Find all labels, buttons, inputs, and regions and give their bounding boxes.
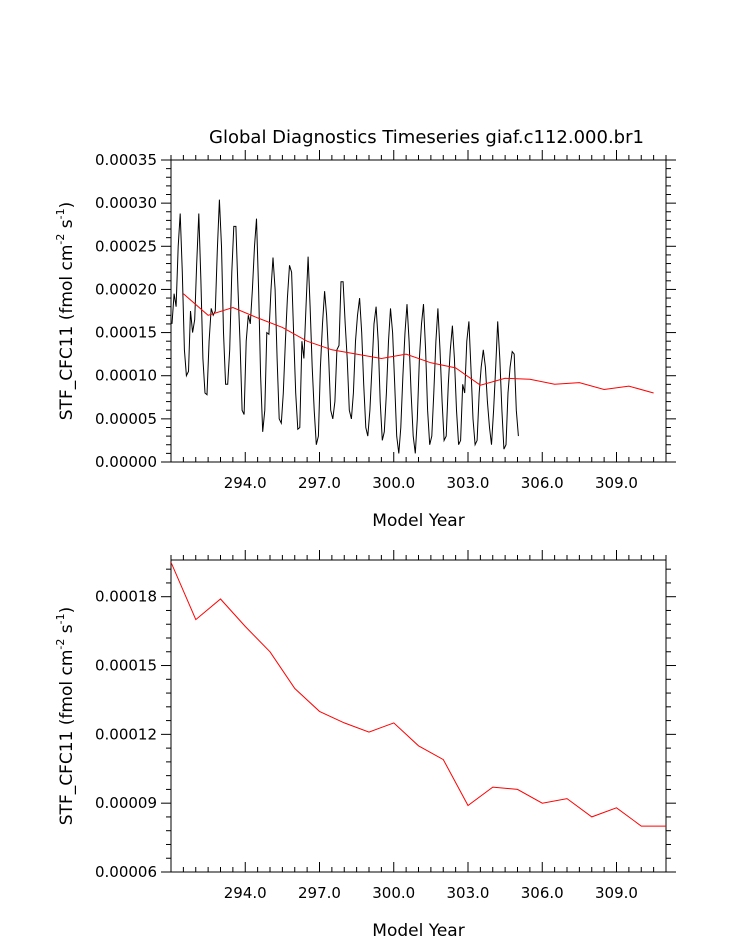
top-x-tick-label: 300.0: [372, 474, 415, 492]
top-y-tick-label: 0.00015: [95, 324, 157, 342]
bottom-y-tick-label: 0.00009: [95, 794, 157, 812]
bottom-y-axis-label: STF_CFC11 (fmol cm-2 s-1): [54, 607, 77, 825]
chart-top: 294.0 297.0 300.0 303.0 306.0 309.0 0.00000 0.0…: [54, 127, 676, 531]
top-y-tick-label: 0.00010: [95, 367, 157, 385]
bottom-y-tick-label: 0.00012: [95, 725, 157, 743]
top-chart-title: Global Diagnostics Timeseries giaf.c112.…: [209, 127, 644, 148]
top-y-tick-label: 0.00000: [95, 453, 157, 471]
bottom-x-tick-label: 297.0: [298, 884, 341, 902]
bottom-x-axis-label: Model Year: [372, 921, 464, 941]
top-series-monthly: [171, 199, 519, 454]
top-x-tick-label: 303.0: [447, 474, 490, 492]
bottom-y-tick-label: 0.00015: [95, 657, 157, 675]
bottom-x-tick-label: 300.0: [372, 884, 415, 902]
top-y-axis-label: STF_CFC11 (fmol cm-2 s-1): [54, 202, 77, 420]
bottom-x-tick-label: 309.0: [595, 884, 638, 902]
top-x-tick-label: 297.0: [298, 474, 341, 492]
bottom-x-tick-label: 306.0: [521, 884, 564, 902]
top-y-tick-label: 0.00020: [95, 280, 157, 298]
bottom-y-tick-label: 0.00018: [95, 588, 157, 606]
bottom-plot-frame: [170, 559, 667, 873]
top-x-tick-label: 306.0: [521, 474, 564, 492]
bottom-x-tick-label: 303.0: [447, 884, 490, 902]
chart-bottom: 294.0 297.0 300.0 303.0 306.0 309.0 0.00006 0.0…: [54, 550, 676, 941]
bottom-x-tick-label: 294.0: [224, 884, 267, 902]
top-y-tick-label: 0.00005: [95, 410, 157, 428]
top-y-tick-label: 0.00035: [95, 151, 157, 169]
top-x-tick-label: 309.0: [595, 474, 638, 492]
top-x-axis-label: Model Year: [372, 511, 464, 531]
top-y-tick-label: 0.00025: [95, 237, 157, 255]
top-plot-frame: [170, 159, 667, 463]
top-x-tick-label: 294.0: [224, 474, 267, 492]
top-series-annual-mean: [183, 293, 654, 394]
bottom-series-annual-mean: [171, 562, 666, 827]
top-y-tick-label: 0.00030: [95, 194, 157, 212]
bottom-y-tick-label: 0.00006: [95, 863, 157, 881]
